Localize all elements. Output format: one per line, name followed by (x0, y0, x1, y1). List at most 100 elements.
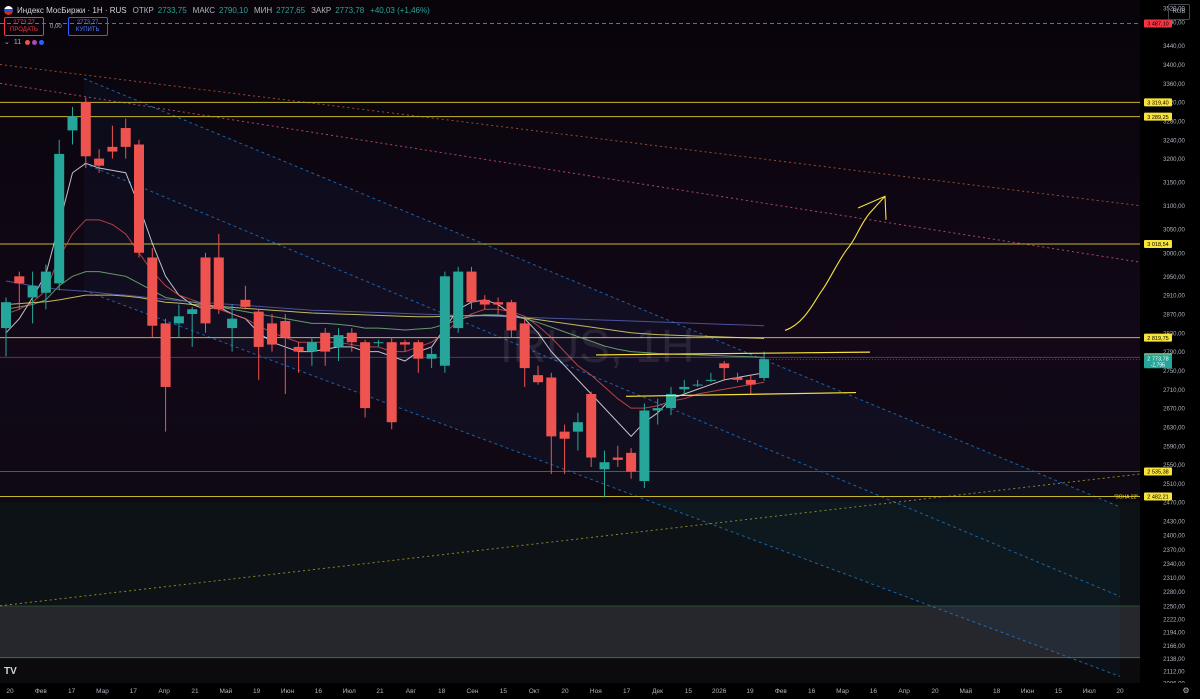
support-drawing (595, 351, 871, 356)
candle-body (572, 422, 583, 432)
price-tick-label: 2138,00 (1163, 657, 1185, 663)
price-tick-label: 3200,00 (1163, 157, 1185, 163)
close-label: ЗАКР (311, 5, 332, 15)
time-tick-label: 21 (376, 688, 384, 695)
symbol-header: Индекс МосБиржи · 1Н · RUS ОТКР 2733,75 М… (4, 3, 432, 17)
chart-zones (0, 502, 1140, 659)
candle-body (14, 276, 25, 284)
candlesticks[interactable] (1, 97, 770, 498)
time-tick-label: 19 (253, 688, 261, 695)
buy-price: 2773,77 (76, 19, 99, 26)
price-tick-label: 3320,00 (1163, 101, 1185, 107)
price-tick-label: 2510,00 (1163, 482, 1185, 488)
price-tick-label: 2280,00 (1163, 590, 1185, 596)
indicator-dot-icon (39, 39, 45, 45)
price-tick-label: 3150,00 (1163, 181, 1185, 187)
time-tick-label: 20 (1116, 688, 1124, 695)
candle-body (306, 342, 317, 352)
candle-body (213, 257, 224, 310)
price-tick-label: 3000,00 (1163, 251, 1185, 257)
level-badge (1144, 240, 1172, 249)
price-tick-label: 2166,00 (1163, 644, 1185, 650)
price-tick-label: 2370,00 (1163, 548, 1185, 554)
time-tick-label: 20 (561, 688, 569, 695)
time-axis-background (0, 683, 1200, 699)
currency-badge[interactable]: RUB (1168, 4, 1190, 20)
candle-body (346, 332, 357, 343)
candle-body (240, 299, 251, 307)
time-tick-label: 15 (685, 688, 693, 695)
price-tick-label: 2470,00 (1163, 501, 1185, 507)
time-tick-label: 18 (993, 688, 1001, 695)
trend-channels (0, 63, 1141, 677)
time-tick-label: Май (959, 687, 972, 695)
time-tick-label: 19 (746, 688, 754, 695)
level-badge-label: 3 487,10 (1147, 22, 1168, 28)
level-badge-label: 3 018,54 (1147, 242, 1168, 248)
price-tick-label: 2340,00 (1163, 562, 1185, 568)
candle-body (40, 271, 51, 293)
candle-body (759, 359, 770, 378)
candle-body (519, 323, 530, 369)
candle-body (253, 311, 264, 347)
price-tick-label: 3280,00 (1163, 119, 1185, 125)
candle-body (293, 346, 304, 352)
candle-body (612, 457, 623, 460)
price-tick-label: 3050,00 (1163, 228, 1185, 234)
price-tick-label: 2550,00 (1163, 463, 1185, 469)
candle-body (652, 408, 663, 411)
candle-body (639, 410, 650, 482)
time-tick-label: Июл (343, 688, 356, 695)
candle-body (200, 257, 211, 324)
trend-line (83, 162, 1121, 597)
time-tick-label: 15 (500, 688, 508, 695)
candle-body (320, 332, 331, 352)
time-axis[interactable]: 20 Фев 17 Мар 17 Апр 21 Май 19 Июн 16 Июл 21 Авг 18 Сен… (0, 683, 1200, 699)
candle-body (94, 158, 105, 166)
candle-body (719, 363, 730, 369)
channel-fill (84, 78, 1120, 677)
level-badge (1144, 112, 1172, 121)
symbol-title[interactable]: Индекс МосБиржи · 1Н · RUS (17, 5, 127, 15)
low-label: МИН (253, 5, 273, 15)
trend-line (83, 78, 1121, 508)
time-tick-label: Апр (158, 688, 170, 695)
spread-value: 0,00 (50, 23, 62, 30)
candle-body (626, 452, 637, 472)
candle-body (160, 323, 171, 387)
buy-button[interactable]: 2773,77 КУПИТЬ (67, 17, 108, 36)
sell-label: ПРОДАТЬ (10, 26, 38, 33)
time-tick-label: Май (219, 687, 232, 695)
time-tick-label: 2026 (712, 688, 727, 695)
indicators-toggle[interactable]: ⌄ 11 (4, 38, 45, 46)
level-badge (1144, 492, 1172, 501)
price-tick-label: 2250,00 (1163, 604, 1185, 610)
candle-body (666, 393, 676, 409)
candle-body (439, 276, 450, 366)
low-value: 2727,65 (276, 5, 306, 15)
candle-body (599, 462, 610, 470)
price-tick-label: 2710,00 (1163, 388, 1185, 394)
open-label: ОТКР (132, 5, 154, 15)
indicator-dot-icon (32, 39, 38, 45)
candle-body (386, 342, 397, 423)
indicator-dot-icon (25, 39, 31, 45)
price-tick-label: 3240,00 (1163, 138, 1185, 144)
price-tick-label: 2870,00 (1163, 312, 1185, 318)
candle-body (80, 102, 91, 157)
change-value: +40,03 (+1,46%) (370, 5, 430, 15)
price-tick-label: 2670,00 (1163, 407, 1185, 413)
settings-gear-icon: ⚙ (1182, 686, 1189, 695)
time-tick-label: Фев (775, 688, 788, 695)
sell-button[interactable]: 2773,77 ПРОДАТЬ (4, 17, 44, 36)
indicator-count: 11 (13, 38, 22, 46)
time-tick-label: Дек (652, 688, 663, 695)
candle-body (559, 431, 570, 439)
trend-line (0, 63, 1141, 207)
open-value: 2733,75 (157, 5, 187, 15)
level-badge (1144, 333, 1172, 342)
time-tick-label: 16 (808, 688, 816, 695)
price-tick-label: 2112,00 (1163, 669, 1185, 675)
candle-body (493, 302, 504, 305)
